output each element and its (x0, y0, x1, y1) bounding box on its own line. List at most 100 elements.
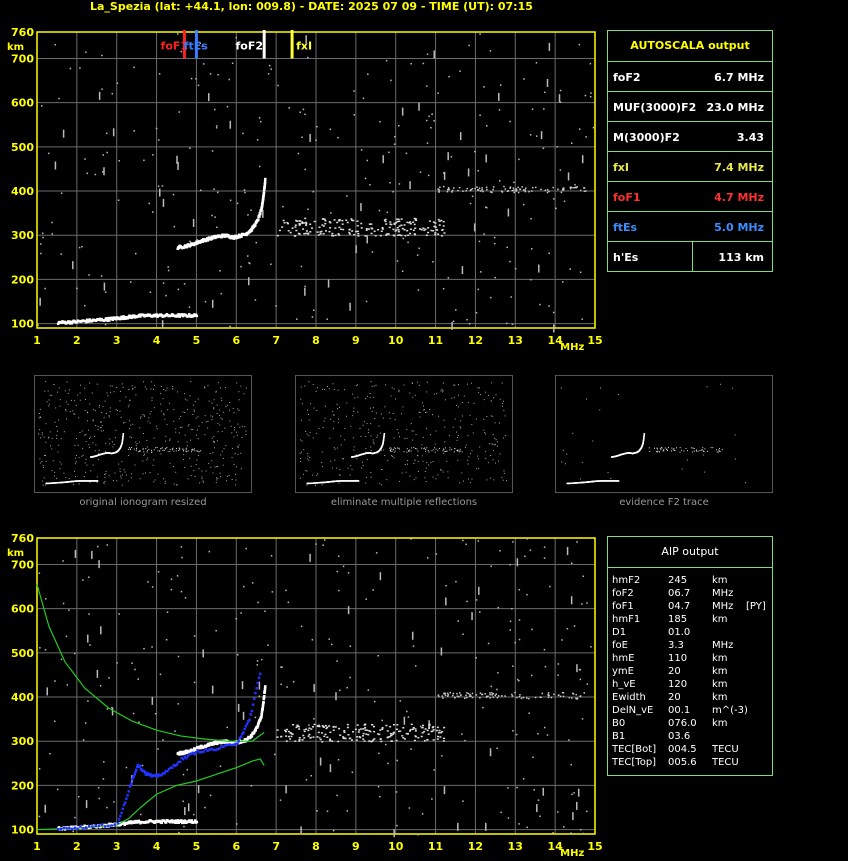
thumb-spread (660, 449, 662, 451)
thumb-evidence (555, 375, 773, 493)
thumb-noise (143, 454, 145, 456)
spread-point (294, 224, 297, 226)
thumb-noise (232, 407, 234, 409)
noise-dot (159, 673, 162, 676)
thumb-noise (483, 399, 485, 401)
noise-dot (189, 147, 191, 149)
noise-dot (104, 323, 107, 326)
noise-dot (277, 84, 279, 87)
thumb-noise (68, 389, 70, 391)
thumb-noise (388, 447, 390, 449)
spread-point (302, 734, 305, 737)
thumb-noise (434, 393, 436, 395)
thumb-noise (334, 459, 336, 461)
noise-dot (493, 236, 496, 239)
spread-point (298, 738, 301, 741)
spread-point (466, 696, 468, 699)
noise-dot (56, 788, 59, 791)
thumb-noise (184, 393, 186, 395)
spread-point (438, 188, 440, 191)
noise-dot (41, 232, 44, 235)
thumb-noise (306, 433, 308, 435)
ionogram-trace-point (230, 740, 234, 744)
aip-value: 004.5 (668, 744, 697, 755)
noise-dot (180, 50, 182, 53)
spread-point (385, 724, 388, 727)
ionogram-trace-point (207, 744, 211, 747)
aip-point (135, 768, 138, 772)
x-tick-label: 12 (468, 334, 483, 347)
thumb-noise (734, 458, 736, 460)
x-tick-label: 3 (113, 334, 121, 347)
thumb-spread (173, 450, 175, 452)
aip-point (125, 797, 128, 800)
thumb-noise (88, 437, 90, 439)
aip-key: foF1 (612, 601, 634, 612)
thumb-spread (185, 448, 187, 450)
noise-dot (151, 211, 154, 213)
noise-dot (526, 593, 528, 596)
spread-point (428, 220, 431, 222)
spread-point (557, 694, 560, 697)
x-axis-unit: MHz (560, 342, 584, 353)
noise-dot (267, 644, 269, 647)
noise-dot (417, 833, 419, 836)
noise-dot (240, 265, 242, 268)
thumb-noise (370, 476, 372, 478)
thumb-noise (195, 417, 197, 419)
thumb-noise (92, 420, 94, 422)
thumb-spread (701, 449, 703, 451)
spread-point (324, 230, 327, 232)
aip-point (149, 773, 152, 776)
spread-point (293, 235, 296, 237)
thumb-noise (140, 417, 142, 419)
noise-dot (292, 681, 295, 683)
thumb-noise (100, 421, 102, 423)
thumb-noise (144, 453, 146, 455)
thumb-noise (306, 470, 308, 472)
noise-dot (573, 625, 576, 627)
noise-dot (582, 832, 585, 835)
aip-key: B0 (612, 718, 626, 729)
thumb-noise (369, 393, 371, 395)
thumb-noise (459, 426, 461, 428)
noise-dot (316, 810, 318, 812)
thumb-noise (424, 470, 426, 472)
thumb-noise (73, 413, 75, 415)
thumb-noise (373, 385, 375, 387)
spread-point (414, 730, 417, 732)
thumb-noise (407, 459, 409, 461)
ionogram-trace-point (85, 318, 89, 322)
x-tick-label: 3 (113, 840, 121, 853)
noise-dot (474, 150, 476, 153)
autoscala-title: AUTOSCALA output (630, 39, 750, 52)
noise-dot (553, 198, 555, 200)
thumb-noise (181, 426, 183, 428)
thumb-noise (221, 450, 223, 452)
aip-value: 120 (668, 679, 688, 690)
thumb-noise (357, 396, 359, 398)
spread-point (465, 190, 467, 192)
thumb-noise (57, 451, 59, 453)
noise-dot (549, 585, 551, 588)
spread-point (427, 227, 430, 229)
thumb-noise (95, 424, 97, 426)
spread-point (435, 729, 438, 732)
thumb-noise (40, 462, 42, 464)
thumb-noise (375, 412, 377, 414)
noise-dot (379, 120, 381, 123)
x-tick-label: 14 (547, 334, 563, 347)
noise-dot (102, 154, 104, 156)
aip-key: hmF1 (612, 614, 641, 625)
thumb-noise (462, 480, 464, 482)
aip-flag: [PY] (746, 601, 766, 612)
spread-point (387, 736, 390, 738)
spread-point (322, 726, 325, 728)
noise-dot (161, 320, 164, 329)
noise-dot (559, 89, 562, 92)
spread-point (481, 693, 484, 696)
thumb-noise (353, 446, 355, 448)
noise-dot (561, 281, 564, 283)
noise-dot (300, 625, 303, 628)
spread-point (370, 740, 373, 743)
